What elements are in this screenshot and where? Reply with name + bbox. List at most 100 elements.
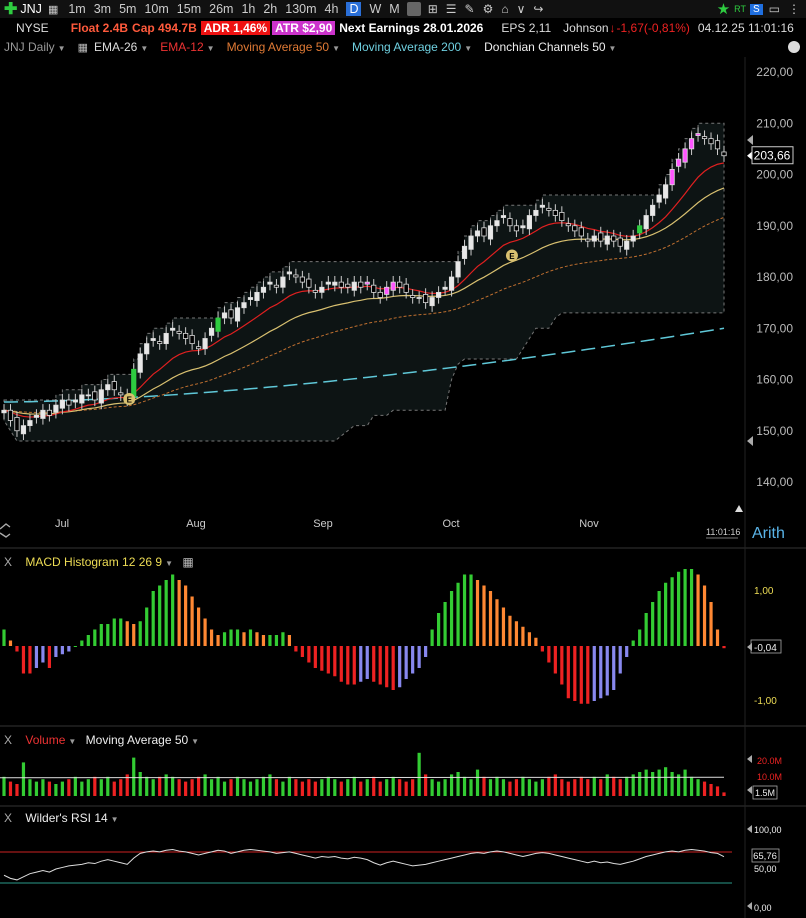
timeframe-1m[interactable]: 1m bbox=[68, 2, 86, 16]
macd-title[interactable]: MACD Histogram 12 26 9 bbox=[25, 555, 163, 569]
volume-ma-title[interactable]: Moving Average 50 bbox=[85, 733, 189, 747]
ema26-line bbox=[3, 187, 725, 415]
macd-panel: 1,00 -1,00 -0,04 bbox=[2, 569, 782, 707]
timeframe-D[interactable]: D bbox=[346, 2, 362, 16]
candle-body bbox=[721, 151, 727, 157]
plus-icon[interactable]: ✚ bbox=[4, 1, 18, 18]
macd-bar bbox=[553, 646, 557, 674]
timeframe-2h[interactable]: 2h bbox=[263, 2, 278, 16]
volume-bar bbox=[449, 774, 454, 796]
timeframe-3m[interactable]: 3m bbox=[93, 2, 112, 16]
macd-bar bbox=[41, 646, 45, 663]
close-icon[interactable]: X bbox=[4, 733, 13, 747]
ind-ema26[interactable]: EMA-26 ▼ bbox=[94, 40, 148, 54]
chevron-icon[interactable]: ∨ bbox=[516, 2, 526, 16]
close-icon[interactable]: X bbox=[4, 811, 13, 825]
macd-bar bbox=[599, 646, 603, 699]
macd-bar bbox=[190, 596, 194, 646]
macd-bar bbox=[158, 585, 162, 646]
symbol-label[interactable]: JNJ bbox=[20, 2, 42, 16]
candle-body bbox=[416, 297, 422, 299]
palette-icon[interactable] bbox=[788, 41, 800, 53]
candle-body bbox=[306, 278, 312, 288]
chevron-down-icon[interactable]: ▼ bbox=[165, 559, 173, 568]
candle-body bbox=[675, 158, 682, 167]
rt-badge[interactable]: RT bbox=[734, 4, 746, 14]
candle-body bbox=[397, 281, 403, 288]
volume-bar bbox=[501, 779, 506, 796]
candle-body bbox=[500, 215, 507, 218]
macd-bar bbox=[125, 621, 129, 646]
macd-bar bbox=[248, 629, 253, 646]
ind-donchian[interactable]: Donchian Channels 50 ▼ bbox=[484, 40, 616, 54]
chevron-down-icon[interactable]: ▼ bbox=[68, 737, 77, 746]
candle-body bbox=[371, 284, 377, 293]
volume-header: X Volume ▼ Moving Average 50 ▼ bbox=[4, 733, 199, 747]
chart-area[interactable]: EE 220,00210,00200,00190,00180,00170,001… bbox=[0, 57, 806, 918]
macd-bar bbox=[501, 607, 506, 646]
timeframe-10m[interactable]: 10m bbox=[144, 2, 169, 16]
axis-marker bbox=[747, 135, 753, 145]
candle-body bbox=[663, 184, 669, 199]
grid-icon[interactable]: ▦ bbox=[182, 555, 194, 569]
candle-body bbox=[299, 276, 305, 283]
volume-bar bbox=[573, 779, 577, 796]
settings-icon[interactable]: ⚙ bbox=[482, 2, 494, 16]
macd-bar bbox=[618, 646, 622, 674]
candle-body bbox=[267, 281, 273, 285]
volume-bar bbox=[618, 779, 622, 796]
ind-ma50[interactable]: Moving Average 50 ▼ bbox=[227, 40, 340, 54]
layout-icon[interactable]: ⌂ bbox=[501, 2, 509, 16]
draw-icon[interactable]: ✎ bbox=[464, 2, 475, 16]
macd-bar bbox=[573, 646, 577, 701]
macd-bar bbox=[47, 646, 52, 668]
ind-ma200[interactable]: Moving Average 200 ▼ bbox=[352, 40, 472, 54]
volume-bar bbox=[93, 776, 97, 796]
ind-ema12[interactable]: EMA-12 ▼ bbox=[160, 40, 214, 54]
more-icon[interactable]: ⋮ bbox=[788, 2, 800, 16]
timeframe-5m[interactable]: 5m bbox=[119, 2, 137, 16]
close-icon[interactable]: X bbox=[4, 555, 13, 569]
window-icon[interactable]: ▭ bbox=[768, 2, 780, 16]
rsi-tick: 50,00 bbox=[754, 864, 777, 874]
timeframe-1h[interactable]: 1h bbox=[241, 2, 256, 16]
volume-bar bbox=[702, 781, 707, 796]
volume-bar bbox=[352, 776, 356, 796]
volume-bar bbox=[41, 779, 45, 796]
s-badge[interactable]: S bbox=[749, 3, 763, 15]
bar-style-icon[interactable]: ⊞ bbox=[427, 2, 438, 16]
macd-bar bbox=[80, 640, 84, 646]
timeframe-130m[interactable]: 130m bbox=[285, 2, 317, 16]
candle-body bbox=[150, 338, 156, 341]
menu-icon[interactable]: ☰ bbox=[445, 2, 457, 16]
macd-bar bbox=[488, 591, 493, 646]
timeframe-W[interactable]: W bbox=[369, 2, 382, 16]
timeframe-4h[interactable]: 4h bbox=[324, 2, 339, 16]
macd-bar bbox=[8, 640, 13, 646]
chevron-down-icon: ▼ bbox=[608, 44, 617, 53]
candle-body bbox=[455, 261, 461, 278]
axes: 220,00 210,00 200,00 190,00 180,00 170,00 160,… bbox=[0, 57, 806, 918]
grid-icon-small[interactable]: ▦ bbox=[77, 41, 88, 54]
earnings-marker bbox=[505, 249, 518, 262]
macd-bar bbox=[436, 613, 441, 646]
timeframe-M[interactable]: M bbox=[389, 2, 400, 16]
volume-title[interactable]: Volume bbox=[25, 733, 66, 747]
candle-body bbox=[390, 281, 396, 291]
grid-icon[interactable]: ▦ bbox=[47, 3, 59, 16]
volume-bar bbox=[99, 779, 103, 796]
chart-style-icon[interactable] bbox=[406, 2, 421, 16]
chevron-down-icon: ▼ bbox=[57, 44, 66, 53]
timeframe-15m[interactable]: 15m bbox=[176, 2, 202, 16]
timeframe-26m[interactable]: 26m bbox=[209, 2, 234, 16]
volume-bar bbox=[138, 772, 142, 796]
volume-bar bbox=[495, 776, 499, 796]
candle-body bbox=[598, 232, 604, 242]
chevron-down-icon[interactable]: ▼ bbox=[191, 737, 200, 746]
chart-name[interactable]: JNJ Daily ▼ bbox=[4, 40, 66, 54]
chevron-down-icon[interactable]: ▼ bbox=[110, 815, 119, 824]
star-icon[interactable]: ★ bbox=[716, 1, 731, 18]
rsi-title[interactable]: Wilder's RSI 14 bbox=[25, 811, 108, 825]
share-icon[interactable]: ↪ bbox=[533, 2, 544, 16]
company-label: Johnson bbox=[563, 20, 609, 35]
